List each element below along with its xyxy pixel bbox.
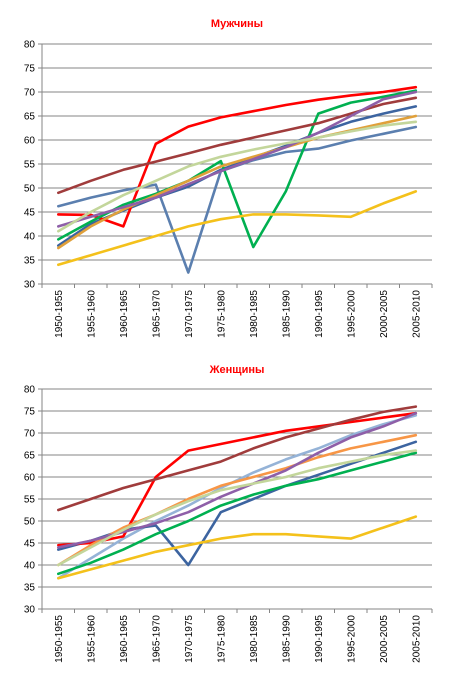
y-tick-label: 80 — [24, 40, 36, 51]
x-tick-label: 1955-1960 — [86, 615, 97, 663]
series-line-6 — [57, 405, 418, 512]
x-tick-label: 1960-1965 — [119, 615, 130, 663]
x-tick-label: 1965-1970 — [151, 615, 162, 663]
y-tick-label: 50 — [24, 517, 36, 528]
x-tick-label: 1980-1985 — [249, 615, 260, 663]
x-tick-label: 1985-1990 — [281, 615, 292, 663]
x-tick-label: 2000-2005 — [379, 290, 390, 338]
series-line-8 — [57, 120, 418, 233]
series-line-2 — [57, 411, 418, 547]
y-tick-label: 65 — [24, 112, 36, 123]
y-tick-label: 30 — [24, 605, 36, 616]
y-tick-label: 75 — [24, 407, 36, 418]
x-tick-label: 1970-1975 — [184, 615, 195, 663]
series-line-2 — [57, 85, 418, 228]
x-tick-label: 2000-2005 — [379, 615, 390, 663]
series-line-3 — [57, 451, 418, 576]
y-tick-label: 55 — [24, 495, 36, 506]
y-tick-label: 65 — [24, 451, 36, 462]
chart-1: Женщины 30 35 40 45 50 55 60 65 70 75 80 1950-1955 19… — [24, 364, 433, 663]
x-tick-label: 1980-1985 — [249, 290, 260, 338]
series-line-4 — [57, 114, 418, 250]
x-tick-label: 1995-2000 — [346, 290, 357, 338]
y-tick-label: 35 — [24, 583, 36, 594]
y-tick-label: 80 — [24, 385, 36, 396]
chart-title: Мужчины — [211, 18, 263, 30]
y-tick-label: 70 — [24, 429, 36, 440]
x-tick-label: 1990-1995 — [314, 290, 325, 338]
series-line-6 — [57, 96, 418, 195]
series-line-8 — [57, 449, 418, 567]
y-tick-label: 75 — [24, 64, 36, 75]
y-tick-label: 35 — [24, 256, 36, 267]
y-tick-label: 60 — [24, 473, 36, 484]
chart-title: Женщины — [209, 364, 265, 376]
x-tick-label: 1950-1955 — [54, 615, 65, 663]
x-tick-label: 1975-1980 — [216, 615, 227, 663]
chart-0: Мужчины 30 35 40 45 50 55 60 65 70 75 80 1950-1955 19… — [24, 18, 433, 338]
series-line-5 — [57, 515, 418, 580]
y-tick-label: 55 — [24, 160, 36, 171]
y-tick-label: 30 — [24, 280, 36, 291]
x-tick-label: 1975-1980 — [216, 290, 227, 338]
series-line-7 — [57, 90, 418, 228]
x-tick-label: 1970-1975 — [184, 290, 195, 338]
series-line-5 — [57, 190, 418, 267]
x-tick-label: 1960-1965 — [119, 290, 130, 338]
y-tick-label: 50 — [24, 184, 36, 195]
y-tick-label: 45 — [24, 539, 36, 550]
x-tick-label: 2005-2010 — [411, 615, 422, 663]
x-tick-label: 1955-1960 — [86, 290, 97, 338]
y-tick-label: 70 — [24, 88, 36, 99]
y-tick-label: 40 — [24, 232, 36, 243]
y-tick-label: 60 — [24, 136, 36, 147]
y-tick-label: 45 — [24, 208, 36, 219]
x-tick-label: 1985-1990 — [281, 290, 292, 338]
x-tick-label: 2005-2010 — [411, 290, 422, 338]
y-tick-label: 40 — [24, 561, 36, 572]
x-tick-label: 1965-1970 — [151, 290, 162, 338]
x-tick-label: 1950-1955 — [54, 290, 65, 338]
series-line-4 — [57, 433, 418, 567]
x-tick-label: 1995-2000 — [346, 615, 357, 663]
x-tick-label: 1990-1995 — [314, 615, 325, 663]
